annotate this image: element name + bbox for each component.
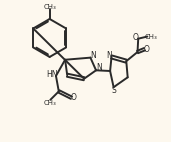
Text: O: O xyxy=(71,93,77,102)
Text: S: S xyxy=(112,86,117,95)
Text: CH₃: CH₃ xyxy=(145,34,158,40)
Text: CH₃: CH₃ xyxy=(43,100,56,106)
Text: N: N xyxy=(91,51,96,60)
Text: CH₃: CH₃ xyxy=(43,4,56,10)
Text: N: N xyxy=(106,51,111,60)
Text: O: O xyxy=(133,33,139,42)
Text: O: O xyxy=(144,45,150,54)
Text: N: N xyxy=(97,63,102,72)
Text: HN: HN xyxy=(46,70,57,79)
